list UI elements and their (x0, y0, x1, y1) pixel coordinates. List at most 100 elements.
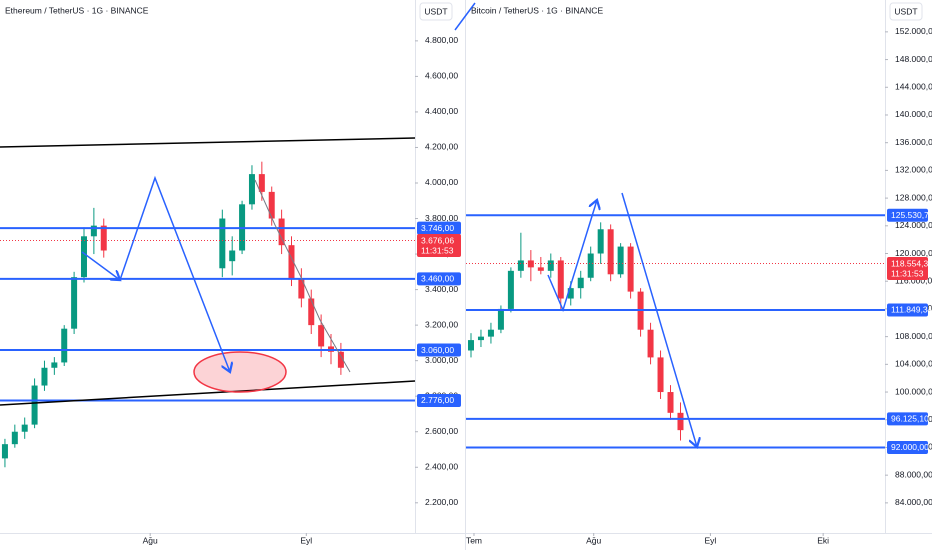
y-tick-label: 120.000,00 (895, 248, 932, 258)
y-tick-label: 2.200,00 (425, 497, 458, 507)
candle-body (31, 385, 38, 425)
y-tick-label: 144.000,00 (895, 82, 932, 92)
y-tick-label: 4.200,00 (425, 142, 458, 152)
candle-body (537, 267, 544, 271)
y-tick-label: 3.000,00 (425, 355, 458, 365)
x-tick-label: Eyl (705, 535, 717, 545)
level-label: 96.125,10 (891, 414, 929, 424)
y-tick-label: 108.000,00 (895, 331, 932, 341)
arrow (621, 192, 697, 447)
level-label: 125.530,71 (891, 210, 932, 220)
y-tick-label: 152.000,00 (895, 26, 932, 36)
arrow (454, 2, 476, 31)
arrow (119, 175, 230, 372)
y-tick-label: 140.000,00 (895, 109, 932, 119)
candle-body (517, 260, 524, 271)
candle-body (527, 260, 534, 268)
candle-body (587, 253, 594, 278)
last-price-label: 118.554,33 (891, 258, 932, 268)
x-tick-label: Eki (817, 535, 829, 545)
candle-body (627, 246, 634, 292)
x-tick-label: Ağu (143, 535, 158, 545)
level-label: 3.060,00 (421, 345, 454, 355)
candle-body (507, 270, 514, 309)
y-tick-label: 3.400,00 (425, 284, 458, 294)
y-tick-label: 100.000,00 (895, 386, 932, 396)
trend-line (0, 137, 416, 148)
chart-pane: Bitcoin / TetherUS · 1G · BINANCE 84.000,… (466, 2, 932, 545)
candle-body (288, 245, 295, 279)
currency-box (419, 2, 453, 21)
candle-body (547, 260, 554, 271)
currency: USDT (424, 6, 447, 16)
candle-body (51, 362, 58, 368)
candle-body (258, 174, 265, 192)
candle-body (41, 367, 48, 386)
candle-body (80, 236, 87, 278)
y-tick-label: 2.600,00 (425, 426, 458, 436)
y-tick-label: 88.000,00 (895, 469, 932, 479)
highlight-ellipse (193, 351, 287, 393)
x-tick-label: Ağu (586, 535, 601, 545)
candle-body (229, 250, 236, 262)
y-tick-label: 132.000,00 (895, 165, 932, 175)
candle-body (11, 431, 18, 445)
candle-body (487, 329, 494, 337)
y-tick-label: 84.000,00 (895, 497, 932, 507)
y-tick-label: 3.800,00 (425, 213, 458, 223)
candle-body (278, 218, 285, 246)
currency-box (889, 2, 923, 21)
trend-line (0, 380, 416, 406)
y-tick-label: 4.400,00 (425, 106, 458, 116)
y-tick-label: 128.000,00 (895, 192, 932, 202)
drawings (0, 2, 697, 447)
candle-body (219, 218, 226, 269)
level-label: 3.460,00 (421, 274, 454, 284)
candle-body (477, 336, 484, 341)
candle-body (71, 277, 78, 329)
y-tick-label: 124.000,00 (895, 220, 932, 230)
last-price-label: 3.676,06 (421, 235, 454, 245)
candle-body (657, 357, 664, 393)
candle-body (21, 424, 28, 432)
level-label-box (887, 303, 928, 317)
chart-title: Bitcoin / TetherUS · 1G · BINANCE (471, 5, 603, 15)
level-label: 2.776,00 (421, 395, 454, 405)
level-label-box (887, 208, 928, 222)
candle-body (90, 225, 97, 237)
candle-body (617, 246, 624, 275)
candle-body (308, 298, 315, 326)
candle-body (497, 308, 504, 330)
level-label-box (887, 440, 928, 454)
candle-body (318, 325, 325, 347)
arrow (547, 200, 597, 313)
y-tick-label: 3.200,00 (425, 319, 458, 329)
x-tick-label: Tem (466, 535, 482, 545)
y-tick-label: 4.800,00 (425, 35, 458, 45)
y-tick-label: 148.000,00 (895, 54, 932, 64)
candle-body (577, 277, 584, 289)
candle-body (298, 278, 305, 299)
y-tick-label: 116.000,00 (895, 275, 932, 285)
candle-body (61, 328, 68, 363)
arrow (81, 251, 120, 280)
path-line (254, 179, 351, 373)
candle-body (248, 174, 255, 205)
level-label-box (417, 272, 461, 286)
last-price-box (417, 234, 461, 258)
level-label-box (417, 393, 461, 407)
level-label: 3.746,00 (421, 223, 454, 233)
candle-body (1, 444, 8, 459)
level-label: 92.000,00 (891, 442, 929, 452)
x-tick-label: Eyl (300, 535, 312, 545)
candle-body (677, 412, 684, 431)
level-label-box (887, 412, 928, 426)
y-tick-label: 104.000,00 (895, 359, 932, 369)
chart-pane: Ethereum / TetherUS · 1G · BINANCE 2.200,… (0, 2, 461, 545)
level-label-box (417, 221, 461, 235)
level-label: 111.849,34 (891, 305, 932, 315)
currency: USDT (894, 6, 917, 16)
candle-body (100, 225, 107, 251)
y-tick-label: 136.000,00 (895, 137, 932, 147)
